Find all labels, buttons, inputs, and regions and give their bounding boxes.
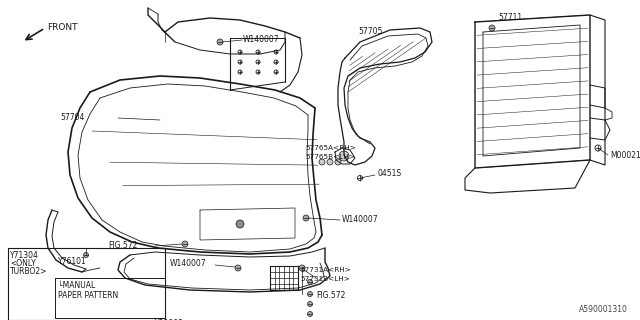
Text: Y71304: Y71304 xyxy=(10,252,39,260)
Circle shape xyxy=(327,159,333,165)
Text: W140007: W140007 xyxy=(342,215,379,225)
Text: 57765B<LH>: 57765B<LH> xyxy=(305,154,355,160)
Circle shape xyxy=(299,265,305,271)
Circle shape xyxy=(307,279,312,284)
Circle shape xyxy=(319,159,325,165)
Text: 0451S: 0451S xyxy=(378,170,402,179)
Text: TURBO2>: TURBO2> xyxy=(10,268,47,276)
Circle shape xyxy=(489,25,495,31)
Text: FIG.572: FIG.572 xyxy=(108,241,138,250)
Text: 57704: 57704 xyxy=(60,114,84,123)
Circle shape xyxy=(303,215,309,221)
Text: A590001310: A590001310 xyxy=(579,305,628,314)
Circle shape xyxy=(307,292,312,297)
Circle shape xyxy=(217,39,223,45)
Text: W140007: W140007 xyxy=(243,35,280,44)
Text: Y99903: Y99903 xyxy=(155,319,184,320)
Circle shape xyxy=(307,301,312,307)
Circle shape xyxy=(307,311,312,316)
Text: 57705: 57705 xyxy=(358,28,382,36)
Circle shape xyxy=(236,220,244,228)
Circle shape xyxy=(339,151,349,161)
Text: FIG.572: FIG.572 xyxy=(316,291,346,300)
Circle shape xyxy=(182,241,188,247)
Text: 57711: 57711 xyxy=(498,13,522,22)
Text: 57731A<RH>: 57731A<RH> xyxy=(300,267,351,273)
Text: Y76101: Y76101 xyxy=(58,258,87,267)
Text: W140007: W140007 xyxy=(170,259,207,268)
Circle shape xyxy=(335,159,341,165)
Circle shape xyxy=(83,252,88,258)
Text: M000219: M000219 xyxy=(610,151,640,161)
Text: └MANUAL: └MANUAL xyxy=(58,281,95,290)
Circle shape xyxy=(235,265,241,271)
Text: 57731B<LH>: 57731B<LH> xyxy=(300,276,350,282)
Text: FRONT: FRONT xyxy=(47,22,77,31)
Text: PAPER PATTERN: PAPER PATTERN xyxy=(58,291,118,300)
Text: <ONLY: <ONLY xyxy=(10,260,36,268)
Text: 57765A<RH>: 57765A<RH> xyxy=(305,145,356,151)
